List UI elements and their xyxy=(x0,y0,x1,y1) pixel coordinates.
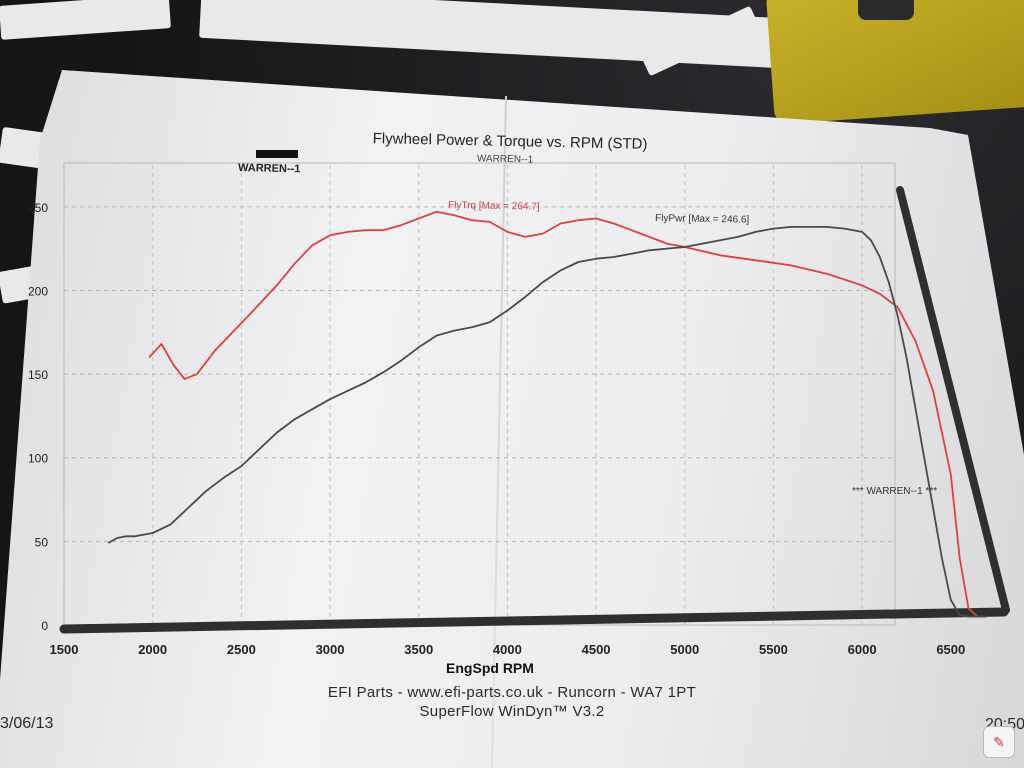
right-axis-shadow xyxy=(896,186,1010,614)
series-line-flypwr xyxy=(107,225,987,618)
x-tick-label: 5500 xyxy=(759,642,788,657)
x-tick-label: 3500 xyxy=(404,642,433,657)
photobucket-badge-icon: ✎ xyxy=(983,726,1015,758)
x-tick-label: 1500 xyxy=(50,642,79,657)
series-group xyxy=(107,210,987,618)
series-line-flytrq xyxy=(148,210,987,618)
torque-series-label: FlyTrq [Max = 264.7] xyxy=(448,200,540,213)
y-axis-ticks: 0 50 100 150 200 250 xyxy=(28,201,48,633)
x-axis-label: EngSpd RPM xyxy=(446,660,534,676)
folder-clip xyxy=(858,0,914,20)
y-tick-label: 100 xyxy=(28,452,48,466)
y-tick-label: 200 xyxy=(28,284,48,298)
chart-subtitle: WARREN--1 xyxy=(477,153,534,165)
print-date: 3/06/13 xyxy=(0,715,54,732)
x-tick-label: 2000 xyxy=(138,642,167,657)
x-tick-label: 5000 xyxy=(670,642,699,657)
x-tick-label: 3000 xyxy=(316,642,345,657)
x-tick-label: 6000 xyxy=(848,642,877,657)
legend-label: WARREN--1 xyxy=(238,162,301,175)
legend-swatch xyxy=(256,150,298,158)
x-axis-shadow xyxy=(59,607,1009,634)
x-tick-label: 2500 xyxy=(227,642,256,657)
x-axis-ticks: 1500 2000 2500 3000 3500 4000 4500 5000 5500 6000… xyxy=(50,642,966,657)
run-annotation: *** WARREN--1 *** xyxy=(852,486,937,497)
chart-title: Flywheel Power & Torque vs. RPM (STD) xyxy=(373,130,648,153)
y-tick-label: 50 xyxy=(35,535,49,549)
power-series-label: FlyPwr [Max = 246.6] xyxy=(655,213,750,226)
x-tick-label: 4000 xyxy=(493,642,522,657)
footer-company-line: EFI Parts - www.efi-parts.co.uk - Runcor… xyxy=(327,684,697,701)
x-tick-label: 6500 xyxy=(936,642,965,657)
footer-software-line: SuperFlow WinDyn™ V3.2 xyxy=(419,703,605,720)
y-tick-label: 0 xyxy=(41,619,48,633)
x-tick-label: 4500 xyxy=(582,642,611,657)
y-tick-label: 150 xyxy=(28,368,48,382)
y-tick-label: 250 xyxy=(28,201,48,215)
plot-area-border xyxy=(63,162,896,626)
chart-grid xyxy=(64,165,895,625)
